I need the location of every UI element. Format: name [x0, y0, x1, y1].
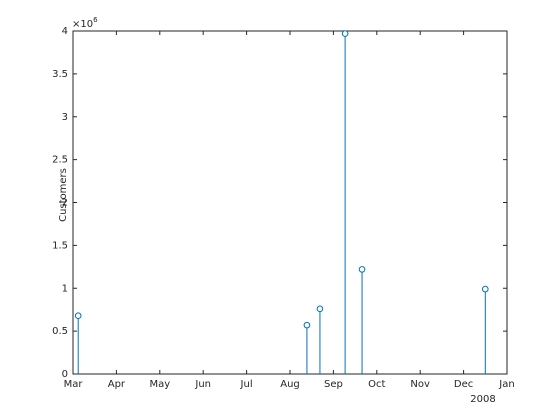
y-multiplier-exponent: 6: [93, 16, 98, 24]
x-tick-label: Nov: [410, 379, 430, 390]
x-tick-label: Jan: [498, 379, 514, 390]
x-year-label: 2008: [470, 394, 495, 405]
stem-marker: [482, 285, 489, 293]
y-multiplier-base: ×10: [72, 19, 93, 30]
x-tick-label: Oct: [368, 379, 385, 390]
y-tick-label: 1.5: [52, 240, 68, 251]
stem-marker: [341, 30, 349, 37]
x-tick-label: Sep: [324, 379, 343, 390]
y-tick-label: 0.5: [52, 326, 68, 337]
y-multiplier: ×106: [72, 16, 98, 30]
y-tick-label: 0: [62, 369, 68, 380]
y-axis-label: Customers: [58, 168, 69, 222]
y-tick-label: 3.5: [52, 69, 68, 80]
y-tick-label: 3: [62, 112, 68, 123]
y-tick-label: 4: [62, 26, 68, 37]
y-tick-label: 2.5: [52, 155, 68, 166]
stem-marker: [358, 266, 366, 273]
plot-box: [72, 30, 508, 375]
x-tick-label: May: [149, 379, 170, 390]
stem-marker: [74, 312, 82, 319]
x-tick-label: Jun: [194, 379, 211, 390]
y-tick-label: 2: [62, 198, 68, 209]
x-tick-label: Apr: [108, 379, 126, 390]
x-tick-label: Dec: [454, 379, 473, 390]
x-tick-label: Jul: [240, 379, 253, 390]
x-tick-label: Aug: [280, 379, 300, 390]
stem-marker: [303, 321, 311, 329]
stem-marker: [316, 305, 324, 313]
x-tick-label: Mar: [64, 379, 84, 390]
y-tick-label: 1: [62, 283, 68, 294]
